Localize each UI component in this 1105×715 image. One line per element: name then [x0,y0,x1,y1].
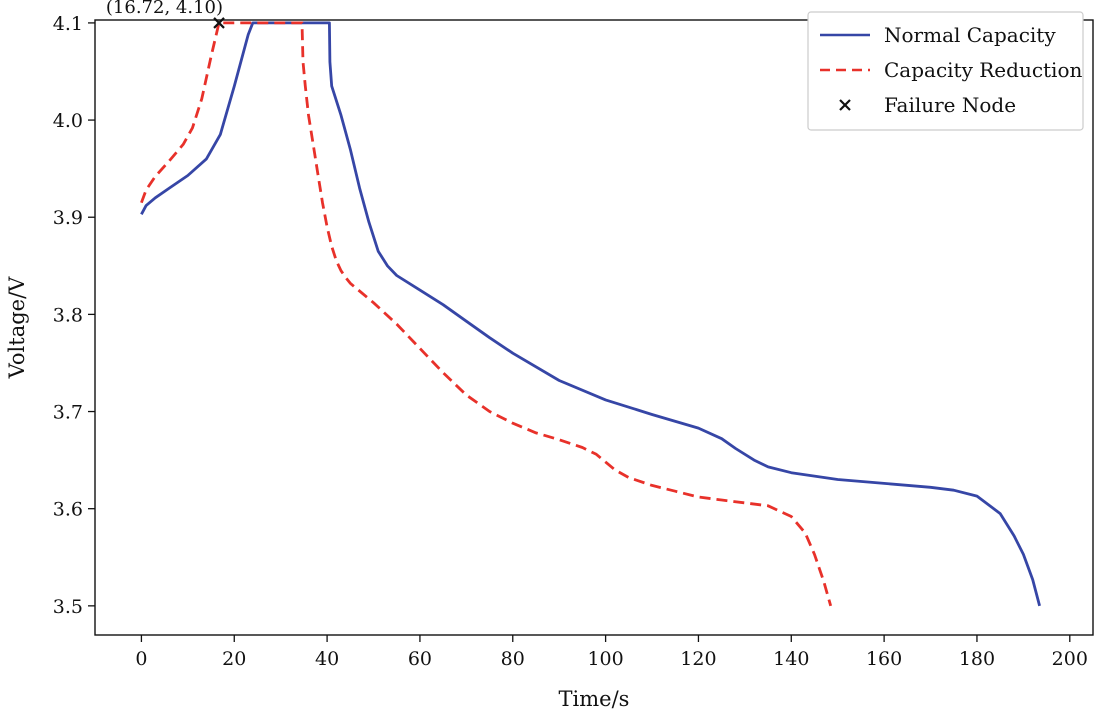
legend-label-failure-node: Failure Node [884,93,1016,117]
legend-box [807,11,1084,131]
series-layer [140,21,1041,607]
x-tick-label: 120 [680,648,716,670]
x-tick-label: 180 [959,648,995,670]
y-tick-label: 3.8 [53,304,83,326]
legend: Normal Capacity Capacity Reduction Failu… [807,11,1084,131]
x-axis-label: Time/s [559,687,630,711]
x-tick-label: 40 [315,648,339,670]
y-tick-label: 4.0 [53,110,83,132]
x-tick-label: 60 [408,648,432,670]
marker-layer: (16.72, 4.10) [106,0,225,29]
y-tick-label: 3.9 [53,207,83,229]
x-tick-label: 200 [1052,648,1088,670]
x-tick-label: 160 [866,648,902,670]
series-line-normal-capacity [140,21,1041,607]
plot-area-frame [94,19,1094,636]
x-tick-label: 80 [501,648,525,670]
x-tick-label: 20 [222,648,246,670]
y-tick-label: 4.1 [53,13,83,35]
legend-label-capacity-reduction: Capacity Reduction [884,58,1082,82]
series-line-capacity-reduction [140,21,833,607]
x-tick-label: 0 [135,648,147,670]
x-tick-label: 140 [773,648,809,670]
x-tick-label: 100 [587,648,623,670]
legend-label-normal-capacity: Normal Capacity [884,23,1056,47]
failure-node-annotation: (16.72, 4.10) [106,0,223,18]
y-axis-label: Voltage/V [5,276,29,380]
y-tick-label: 3.6 [53,499,83,521]
y-tick-label: 3.5 [53,596,83,618]
y-tick-label: 3.7 [53,402,83,424]
legend-swatch-failure-node-icon [839,99,851,111]
ticks-layer: 0 20 40 60 80 100 120 140 160 180 200 3.5 3.6 3.7 3.8 3… [53,13,1088,670]
marker-stroke [839,99,851,111]
